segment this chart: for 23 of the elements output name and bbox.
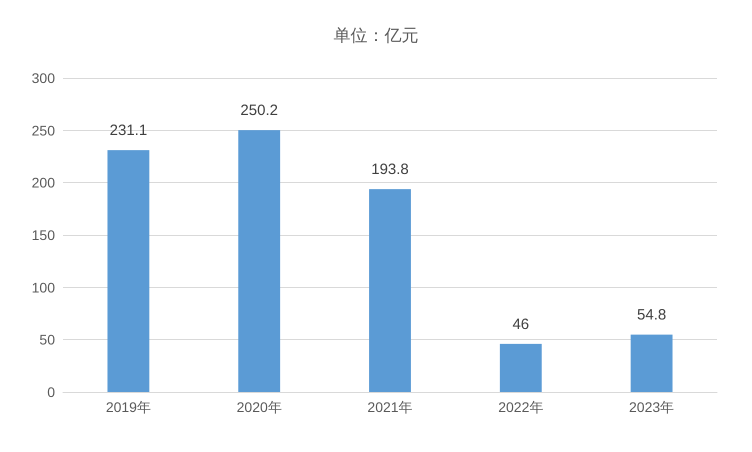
data-label: 193.8 <box>371 161 409 178</box>
y-tick-label: 100 <box>32 279 56 296</box>
y-tick-label: 300 <box>32 70 56 86</box>
bar <box>238 130 280 392</box>
x-tick-label: 2021年 <box>367 399 413 415</box>
x-tick-label: 2020年 <box>236 399 282 415</box>
x-tick-label: 2023年 <box>629 399 674 415</box>
bar <box>500 344 542 392</box>
data-label: 46 <box>512 316 530 333</box>
y-tick-label: 50 <box>39 332 56 348</box>
y-tick-label: 250 <box>32 122 56 138</box>
data-label: 250.2 <box>240 102 278 120</box>
bar <box>107 150 150 392</box>
x-tick-label: 2022年 <box>498 399 544 415</box>
chart-title: 单位：亿元 <box>334 26 418 45</box>
y-tick-label: 0 <box>47 384 56 400</box>
x-tick-label: 2019年 <box>106 399 151 415</box>
data-label: 54.8 <box>637 306 666 324</box>
y-tick-label: 200 <box>32 174 56 191</box>
y-tick-label: 150 <box>32 227 56 243</box>
bar <box>630 334 673 392</box>
bar <box>369 189 411 392</box>
data-label: 231.1 <box>110 122 148 140</box>
